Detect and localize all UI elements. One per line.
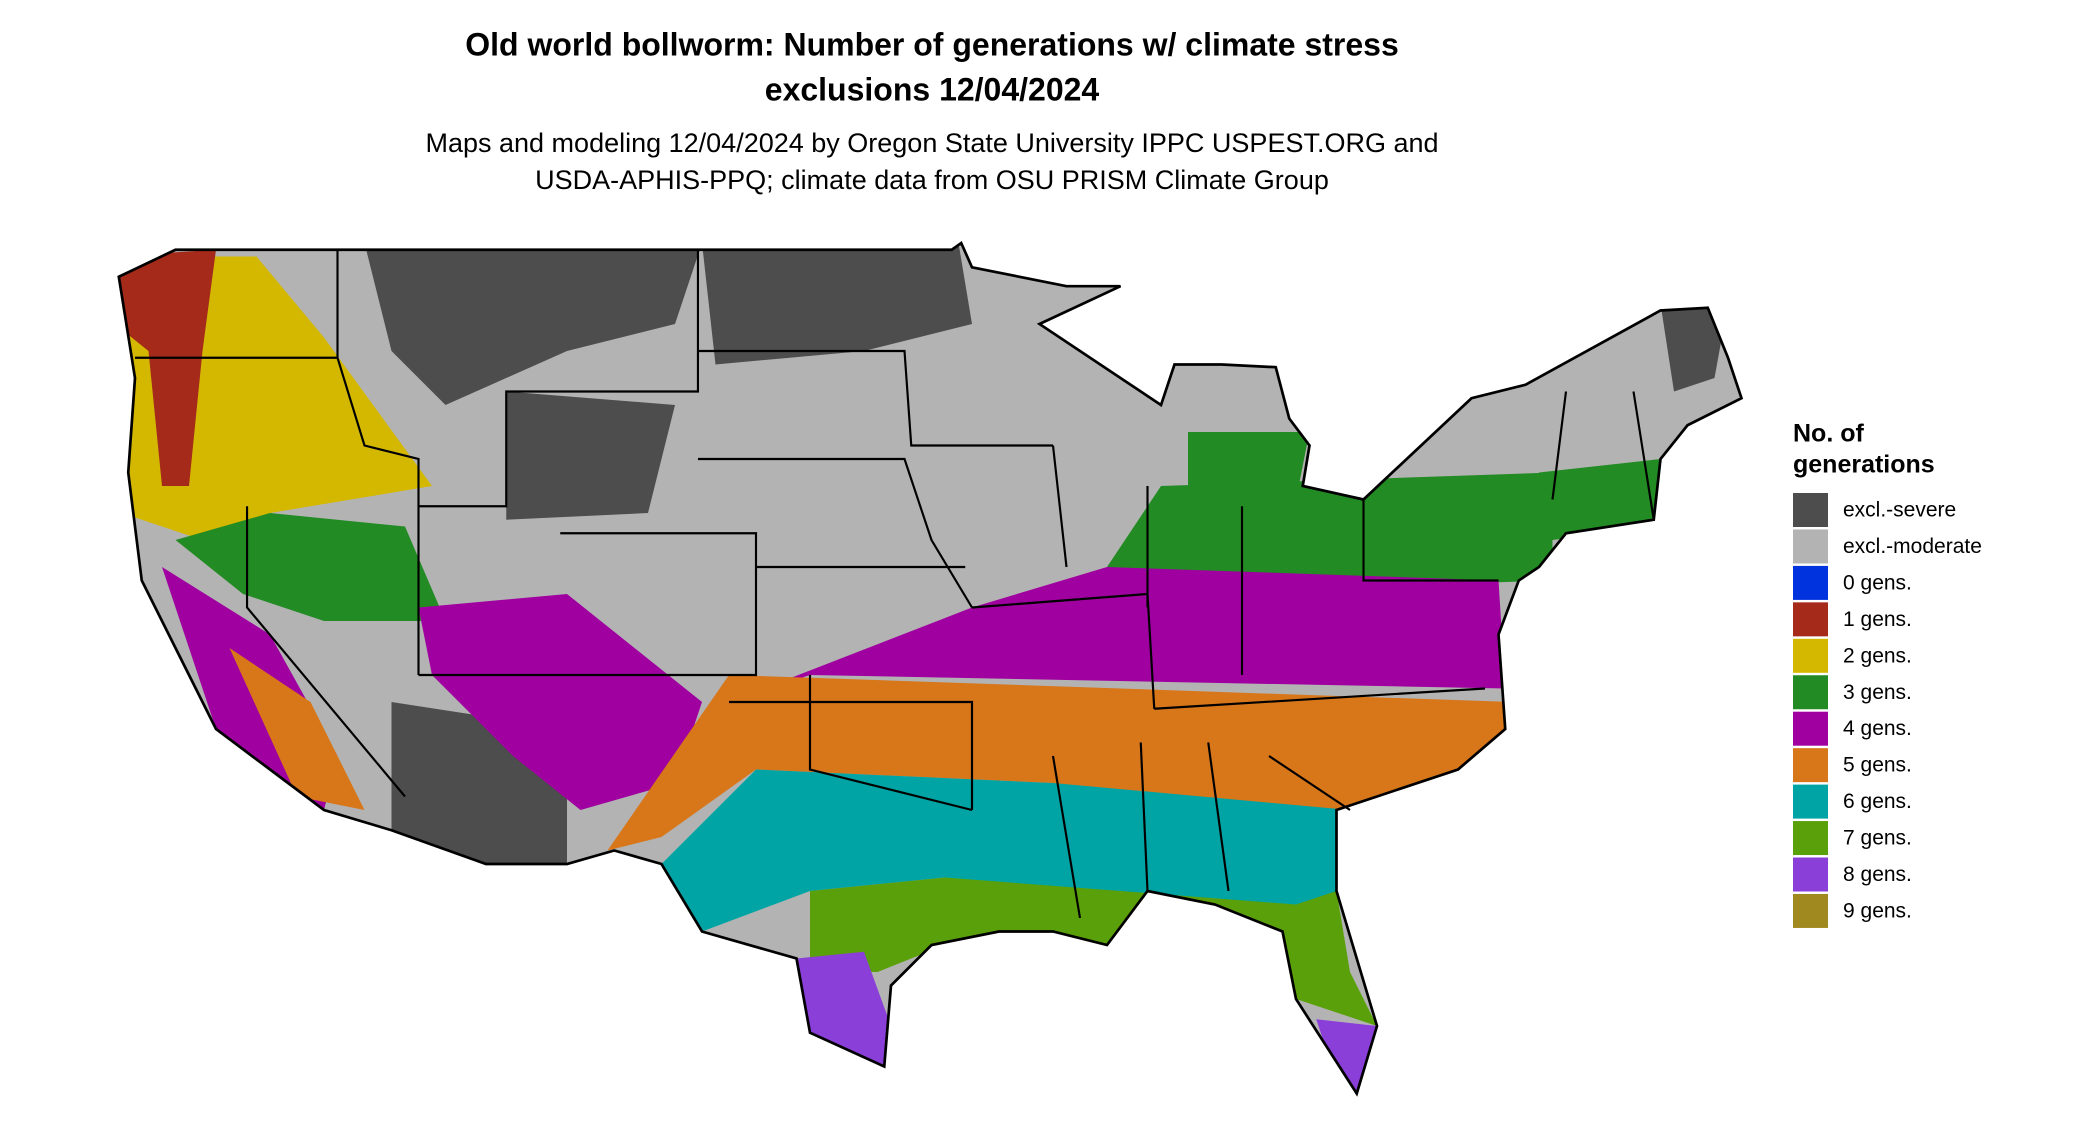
legend-swatch [1793, 857, 1828, 892]
legend-swatch [1793, 602, 1828, 637]
legend-title-line: generations [1793, 451, 1935, 479]
title-line: Old world bollworm: Number of generation… [465, 26, 1399, 62]
title-line: exclusions 12/04/2024 [765, 71, 1100, 107]
legend-swatch [1793, 893, 1828, 928]
legend-label: 8 gens. [1843, 863, 1912, 886]
legend-swatch [1793, 784, 1828, 819]
region [1660, 303, 1728, 392]
legend-label: excl.-severe [1843, 499, 1956, 522]
region [1188, 432, 1310, 500]
region [661, 769, 1350, 932]
legend-label: 9 gens. [1843, 899, 1912, 922]
legend-swatch [1793, 675, 1828, 710]
map-regions [118, 243, 1742, 1094]
region [229, 648, 365, 810]
map [117, 240, 1744, 1097]
state-borders [135, 249, 1655, 919]
country-outline [117, 240, 1744, 1097]
legend-label: 2 gens. [1843, 644, 1912, 667]
legend-label: 6 gens. [1843, 790, 1912, 813]
legend-swatch [1793, 638, 1828, 673]
legend-label: 5 gens. [1843, 754, 1912, 777]
legend-swatch [1793, 821, 1828, 856]
region [118, 249, 217, 487]
subtitle-line: USDA-APHIS-PPQ; climate data from OSU PR… [535, 165, 1329, 195]
legend-swatch [1793, 493, 1828, 527]
region [729, 567, 1506, 702]
region [364, 243, 703, 406]
legend-title-line: No. of [1793, 420, 1864, 448]
legend-label: 3 gens. [1843, 681, 1912, 704]
legend-label: excl.-moderate [1843, 535, 1982, 558]
region [796, 951, 891, 1080]
legend-label: 1 gens. [1843, 608, 1912, 631]
legend-swatch [1793, 529, 1828, 564]
region [506, 391, 675, 520]
region [1107, 472, 1553, 594]
region [418, 594, 702, 810]
legend-swatch [1793, 565, 1828, 600]
subtitle-line: Maps and modeling 12/04/2024 by Oregon S… [425, 128, 1438, 158]
legend-label: 4 gens. [1843, 717, 1912, 740]
region [1539, 459, 1661, 540]
legend: excl.-severe excl.-moderate 0 gens. 1 gens.… [1793, 493, 1982, 928]
legend-label: 7 gens. [1843, 827, 1912, 850]
legend-swatch [1793, 711, 1828, 746]
legend-label: 0 gens. [1843, 571, 1912, 594]
legend-swatch [1793, 748, 1828, 783]
region [175, 513, 446, 621]
region [702, 243, 973, 365]
